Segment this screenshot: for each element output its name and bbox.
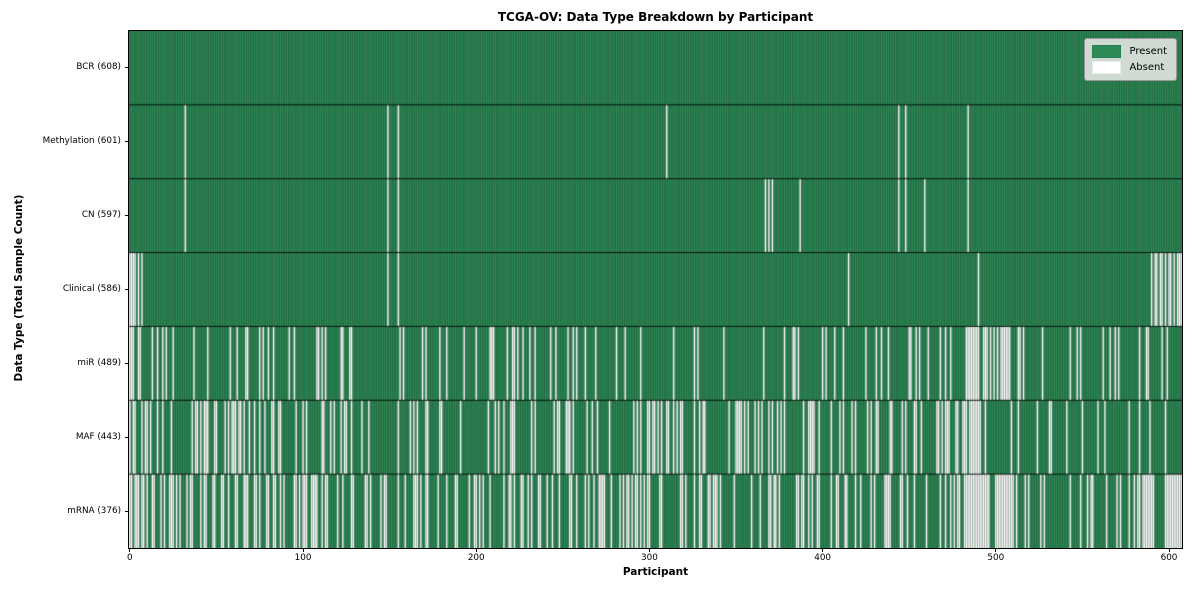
y-tick-label-clinical: Clinical (586) xyxy=(62,284,121,294)
x-tick-mark xyxy=(822,548,824,552)
y-tick-label-methylation: Methylation (601) xyxy=(42,136,121,147)
y-tick-mark xyxy=(125,141,129,143)
y-tick-mark xyxy=(125,510,129,512)
x-tick-mark xyxy=(302,548,304,552)
x-tick-label: 0 xyxy=(127,553,133,563)
legend-item-absent: Absent xyxy=(1092,60,1167,76)
plot-area: Present Absent xyxy=(128,30,1183,549)
x-tick-mark xyxy=(995,548,997,552)
legend-label: Absent xyxy=(1129,61,1165,73)
x-tick-label: 600 xyxy=(1160,553,1178,563)
y-tick-mark xyxy=(125,362,129,364)
y-tick-mark xyxy=(125,67,129,69)
legend-label: Present xyxy=(1129,46,1167,57)
x-tick-mark xyxy=(648,548,650,552)
y-tick-mark xyxy=(125,436,129,438)
heatmap-canvas xyxy=(129,31,1182,548)
x-tick-label: 100 xyxy=(294,553,312,563)
chart-title: TCGA-OV: Data Type Breakdown by Particip… xyxy=(497,10,814,24)
x-tick-label: 300 xyxy=(641,553,658,563)
y-tick-mark xyxy=(125,215,129,217)
legend-swatch-present xyxy=(1092,45,1122,59)
x-tick-mark xyxy=(129,548,131,552)
y-tick-label-mrna: mRNA (376) xyxy=(67,505,121,516)
x-tick-label: 500 xyxy=(987,553,1005,563)
legend-item-present: Present xyxy=(1092,44,1167,60)
x-tick-mark xyxy=(475,548,477,552)
y-tick-mark xyxy=(125,289,129,290)
x-tick-label: 400 xyxy=(814,553,832,563)
x-tick-label: 200 xyxy=(467,553,485,563)
y-tick-label-maf: MAF (443) xyxy=(75,431,121,442)
legend: Present Absent xyxy=(1084,38,1177,81)
x-tick-mark xyxy=(1168,548,1170,552)
y-tick-label-mir: miR (489) xyxy=(77,357,121,368)
y-tick-label-cn: CN (597) xyxy=(81,210,121,221)
legend-swatch-absent xyxy=(1092,60,1122,74)
y-tick-label-bcr: BCR (608) xyxy=(76,62,121,73)
x-axis-title: Participant xyxy=(622,566,689,578)
